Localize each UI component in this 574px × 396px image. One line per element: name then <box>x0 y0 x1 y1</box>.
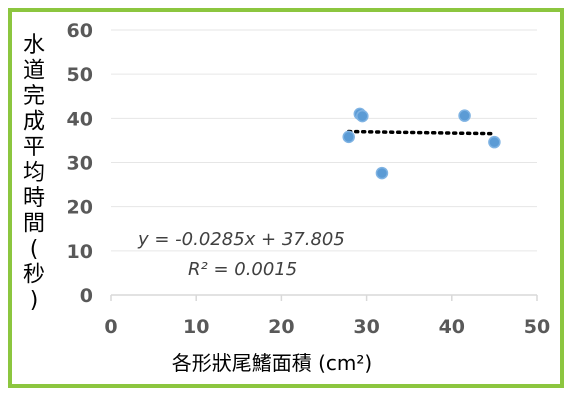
axes <box>110 294 538 301</box>
trendline-r-squared: R² = 0.0015 <box>188 259 297 280</box>
x-tick-label: 40 <box>439 316 465 338</box>
y-label-char: 平 <box>23 135 45 160</box>
y-tick-label: 10 <box>67 241 93 263</box>
x-tick-labels: 0 10 20 30 40 50 <box>104 316 550 338</box>
y-tick-label: 30 <box>67 153 93 175</box>
trendline <box>346 129 497 136</box>
y-label-char: 時 <box>23 186 45 211</box>
y-label-char: 秒 <box>23 263 45 288</box>
data-point <box>458 109 471 122</box>
y-label-char: 完 <box>23 84 45 109</box>
chart-frame: 0 10 20 30 40 50 60 0 10 20 30 40 50 水道完成平均時間(秒) 各形… <box>8 8 564 388</box>
y-label-char: 間 <box>23 212 45 237</box>
data-point <box>488 135 501 149</box>
x-axis-label: 各形狀尾鰭面積 (cm²) <box>172 351 372 375</box>
y-tick-label: 20 <box>67 197 93 219</box>
trendline-equation: y = -0.0285x + 37.805 <box>137 229 345 250</box>
y-label-char: ) <box>30 288 39 313</box>
y-label-char: 水 <box>23 33 45 58</box>
y-tick-label: 40 <box>67 108 93 130</box>
data-point <box>375 166 389 180</box>
x-tick-label: 50 <box>524 316 550 338</box>
trendline-path <box>346 129 497 136</box>
y-label-char: ( <box>30 237 39 262</box>
y-label-char: 道 <box>23 59 45 84</box>
data-points <box>342 107 501 180</box>
data-point <box>342 130 355 144</box>
y-label-char: 成 <box>23 110 45 135</box>
x-tick-label: 0 <box>104 316 117 338</box>
y-tick-label: 0 <box>80 285 93 307</box>
y-tick-label: 50 <box>67 64 93 86</box>
data-point <box>356 109 369 123</box>
x-tick-label: 30 <box>353 316 379 338</box>
grid-lines <box>111 29 537 252</box>
x-tick-label: 10 <box>183 316 209 338</box>
y-tick-label: 60 <box>67 20 93 42</box>
y-tick-labels: 0 10 20 30 40 50 60 <box>67 20 93 307</box>
y-label-char: 均 <box>23 161 45 186</box>
x-tick-label: 20 <box>268 316 294 338</box>
